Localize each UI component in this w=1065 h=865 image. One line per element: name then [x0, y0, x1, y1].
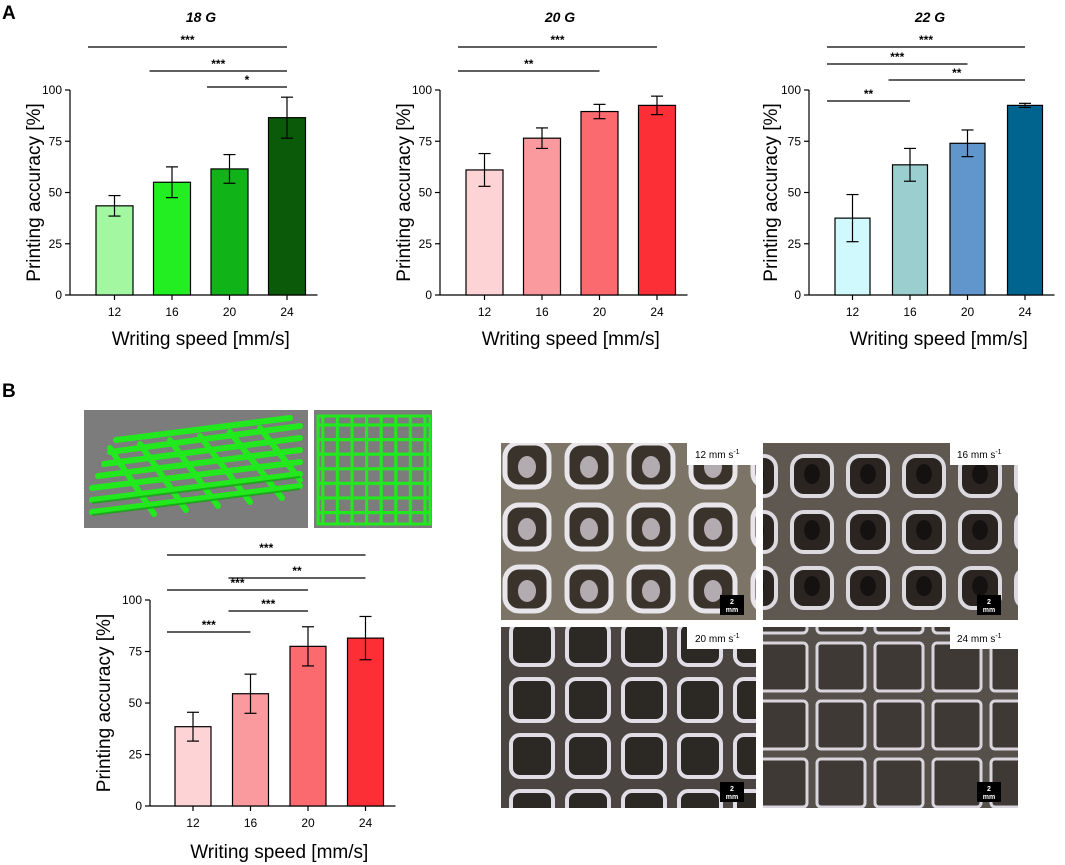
significance-label: **: [864, 87, 874, 101]
y-tick-label: 75: [49, 134, 63, 148]
x-tick-label: 16: [165, 305, 179, 319]
x-tick-label: 20: [301, 816, 315, 830]
scale-bar-unit: mm: [983, 607, 995, 614]
bar-12: [95, 205, 134, 296]
scale-bar-number: 2: [730, 599, 734, 606]
y-tick-label: 100: [412, 83, 432, 97]
significance-label: ***: [180, 33, 194, 47]
y-axis-label: Printing accuracy [%]: [24, 103, 45, 281]
x-tick-label: 20: [961, 305, 975, 319]
chart-20g: 20 G 0 25 50 75 100 Printing accuracy [%] 12 16 2…: [394, 9, 688, 350]
x-axis-label: Writing speed [mm/s]: [190, 842, 368, 863]
lattice-3d-render: [84, 410, 308, 528]
x-tick-label: 24: [280, 305, 294, 319]
scale-bar-unit: mm: [726, 607, 738, 614]
y-tick-label: 100: [122, 593, 142, 607]
y-tick-label: 75: [129, 645, 143, 659]
chart-title: 22 G: [914, 9, 945, 25]
x-tick-label: 12: [186, 816, 200, 830]
panel-label-a: A: [2, 3, 16, 24]
scale-bar-unit: mm: [726, 794, 738, 801]
x-tick-label: 24: [359, 816, 373, 830]
x-tick-label: 12: [478, 305, 492, 319]
bar-24: [1006, 104, 1044, 296]
x-axis-label: Writing speed [mm/s]: [850, 329, 1028, 350]
photo-label: 20 mm s-1: [695, 633, 740, 645]
x-tick-label: 16: [535, 305, 549, 319]
x-axis-label: Writing speed [mm/s]: [482, 329, 660, 350]
y-tick-label: 100: [42, 83, 62, 97]
photo-label: 12 mm s-1: [695, 449, 740, 461]
bar-16: [891, 164, 929, 296]
bar-24: [346, 637, 385, 807]
scale-bar-number: 2: [987, 599, 991, 606]
significance-label: ***: [202, 618, 216, 632]
significance-label: ***: [259, 541, 273, 555]
y-tick-label: 25: [49, 237, 63, 251]
significance-label: **: [292, 564, 302, 578]
y-axis-label: Printing accuracy [%]: [761, 103, 782, 281]
chart-18g: 18 G 0 25 50 75 100 Printing accuracy [%] 12 16 2…: [24, 9, 318, 350]
y-tick-label: 50: [419, 186, 433, 200]
significance-label: *: [245, 73, 250, 87]
y-axis-label: Printing accuracy [%]: [94, 614, 115, 792]
y-tick-label: 0: [425, 288, 432, 302]
significance-label: ***: [919, 33, 933, 47]
x-tick-label: 16: [903, 305, 917, 319]
micrograph-24: 24 mm s-1 2 mm: [763, 627, 1018, 808]
bar-12: [465, 169, 504, 296]
y-tick-label: 75: [788, 134, 802, 148]
x-tick-label: 12: [846, 305, 860, 319]
x-tick-label: 16: [244, 816, 258, 830]
scale-bar-unit: mm: [983, 794, 995, 801]
photo-label: 24 mm s-1: [957, 633, 1002, 645]
y-tick-label: 50: [49, 186, 63, 200]
bar-20: [210, 168, 249, 296]
x-tick-label: 20: [593, 305, 607, 319]
chart-title: 20 G: [544, 9, 575, 25]
y-tick-label: 25: [129, 748, 143, 762]
micrograph-16: 16 mm s-1 2 mm: [763, 443, 1018, 620]
y-tick-label: 0: [135, 799, 142, 813]
bar-24: [637, 104, 677, 296]
lattice-top-view: [314, 410, 432, 528]
y-tick-label: 25: [788, 237, 802, 251]
significance-label: ***: [211, 57, 225, 71]
significance-label: **: [952, 66, 962, 80]
y-tick-label: 100: [781, 83, 801, 97]
bar-20: [289, 645, 327, 807]
chart-22g: 22 G 0 25 50 75 100 Printing accuracy [%] 12 16 2…: [761, 9, 1055, 350]
x-tick-label: 24: [650, 305, 664, 319]
bar-20: [949, 142, 986, 296]
significance-label: ***: [550, 33, 564, 47]
chart-title: 18 G: [186, 9, 216, 25]
bar-24: [267, 117, 307, 296]
y-tick-label: 25: [419, 237, 433, 251]
micrograph-20: 20 mm s-1 2 mm: [501, 627, 756, 808]
scale-bar-number: 2: [987, 786, 991, 793]
significance-label: ***: [261, 597, 275, 611]
bar-16: [522, 137, 562, 296]
y-tick-label: 75: [419, 134, 433, 148]
significance-label: ***: [890, 50, 904, 64]
y-tick-label: 50: [788, 186, 802, 200]
y-axis-label: Printing accuracy [%]: [394, 103, 415, 281]
x-tick-label: 24: [1018, 305, 1032, 319]
x-axis-label: Writing speed [mm/s]: [112, 329, 290, 350]
micrograph-12: 12 mm s-1 2 mm: [501, 443, 756, 620]
x-tick-label: 12: [108, 305, 122, 319]
chart-panel-b: 0 25 50 75 100 Printing accuracy [%] 12 16 20 24 W…: [94, 541, 396, 863]
x-tick-label: 20: [223, 305, 237, 319]
panel-label-b: B: [2, 381, 16, 402]
y-tick-label: 0: [794, 288, 801, 302]
bar-20: [580, 110, 619, 296]
significance-label: **: [524, 57, 534, 71]
bar-16: [152, 181, 192, 296]
significance-label: ***: [230, 576, 244, 590]
y-tick-label: 50: [129, 696, 143, 710]
y-tick-label: 0: [55, 288, 62, 302]
photo-label: 16 mm s-1: [957, 449, 1002, 461]
scale-bar-number: 2: [730, 786, 734, 793]
